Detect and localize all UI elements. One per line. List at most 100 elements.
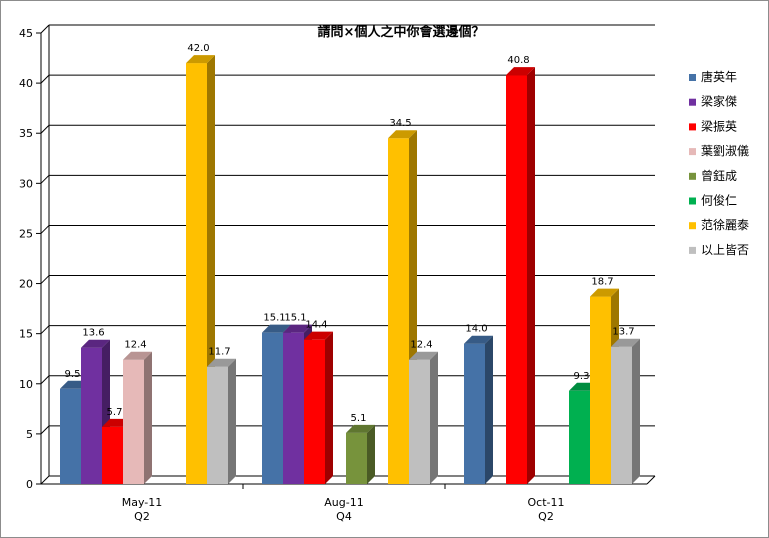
y-tick-label: 35: [19, 127, 33, 140]
legend-label: 范徐麗泰: [701, 217, 749, 232]
bar-top: [388, 130, 417, 139]
bar-front: [388, 138, 409, 484]
legend-swatch: [689, 246, 696, 254]
gridline-diag: [40, 375, 50, 385]
legend-label: 梁家傑: [701, 94, 737, 109]
bar-top: [283, 324, 312, 333]
gridline-diag: [40, 425, 50, 435]
bar-front: [186, 63, 207, 485]
bar: [611, 338, 640, 484]
data-label: 13.6: [82, 328, 104, 339]
data-label: 14.4: [305, 320, 327, 331]
legend-item: 梁家傑: [689, 94, 737, 109]
legend-swatch: [689, 148, 696, 156]
bar: [207, 358, 236, 484]
chart-title: 請問×個人之中你會選邊個？: [318, 24, 485, 40]
legend-swatch: [689, 74, 696, 81]
legend-swatch: [689, 172, 696, 180]
data-label: 13.7: [612, 327, 634, 338]
floor-edge: [646, 475, 656, 485]
gridline-diag: [40, 275, 50, 284]
bar-side: [325, 331, 333, 484]
x-tick-sublabel: Q2: [134, 510, 150, 523]
legend-item: 葉劉淑儀: [689, 143, 749, 158]
gridline-diag: [40, 124, 50, 134]
bar-front: [60, 388, 81, 484]
data-label: 5.7: [107, 407, 123, 418]
legend-item: 范徐麗泰: [689, 217, 749, 232]
gridline-diag: [40, 475, 50, 485]
data-label: 5.1: [351, 413, 367, 424]
legend-label: 以上皆否: [701, 243, 749, 257]
bar-front: [262, 332, 283, 484]
bar: [464, 335, 493, 484]
bar-top: [262, 324, 291, 333]
y-tick-label: 30: [19, 177, 33, 190]
bar-front: [207, 366, 228, 484]
data-label: 15.1: [263, 313, 285, 324]
y-tick-label: 10: [19, 378, 33, 391]
y-tick-label: 40: [19, 77, 33, 90]
x-tick-sublabel: Q4: [336, 510, 352, 523]
data-label: 15.1: [284, 313, 306, 324]
data-label: 9.3: [574, 371, 590, 382]
legend-label: 梁振英: [701, 118, 737, 133]
legend-item: 梁振英: [689, 118, 737, 133]
bar-top: [590, 288, 619, 297]
data-label: 18.7: [591, 277, 613, 288]
gridline-diag: [40, 325, 50, 335]
bar-front: [304, 339, 325, 484]
bar-side: [367, 424, 375, 484]
bar-front: [569, 390, 590, 484]
y-tick-label: 15: [19, 328, 33, 341]
bar: [409, 351, 438, 484]
y-tick-label: 45: [19, 27, 33, 40]
bar-side: [228, 358, 236, 484]
bar-front: [506, 75, 527, 485]
data-labels: 9.513.65.712.442.011.715.115.114.45.134.…: [65, 43, 635, 424]
bar-top: [346, 424, 375, 433]
bar-front: [409, 359, 430, 484]
bar-front: [346, 432, 367, 484]
legend-label: 唐英年: [701, 69, 737, 84]
bar: [123, 351, 152, 484]
bar-top: [611, 338, 640, 347]
bar-front: [283, 332, 304, 484]
data-label: 14.0: [465, 324, 487, 335]
y-tick-labels: 0 5 10 15 20 25 30 35 40 45: [19, 27, 33, 491]
data-label: 42.0: [187, 43, 209, 54]
data-label: 9.5: [65, 369, 81, 380]
gridline-diag: [40, 225, 50, 234]
data-label: 12.4: [410, 340, 432, 351]
bars: [60, 55, 640, 485]
y-tick-label: 20: [19, 278, 33, 291]
gridline-diag: [40, 74, 50, 84]
gridline-diag: [40, 24, 50, 34]
legend-swatch: [689, 98, 696, 106]
bar-top: [409, 351, 438, 360]
bar-top: [186, 55, 215, 64]
legend-item: 唐英年: [689, 69, 737, 84]
bar-side: [430, 351, 438, 484]
bar-front: [464, 343, 485, 484]
legend-swatch: [689, 123, 696, 131]
bar-top: [304, 331, 333, 340]
bar-side: [527, 67, 535, 485]
data-label: 11.7: [208, 347, 230, 358]
bar-top: [207, 358, 236, 367]
bar-top: [123, 351, 152, 360]
bar-top: [464, 335, 493, 344]
bar-side: [632, 338, 640, 484]
bar-side: [144, 351, 152, 484]
legend-swatch: [689, 222, 696, 230]
legend-label: 何俊仁: [701, 193, 737, 208]
x-tick-label: May-11: [122, 496, 163, 509]
bar-front: [102, 426, 123, 484]
bar-front: [123, 359, 144, 484]
legend-item: 曾鈺成: [689, 168, 737, 183]
legend-item: 何俊仁: [689, 193, 737, 208]
y-tick-label: 0: [26, 478, 33, 491]
